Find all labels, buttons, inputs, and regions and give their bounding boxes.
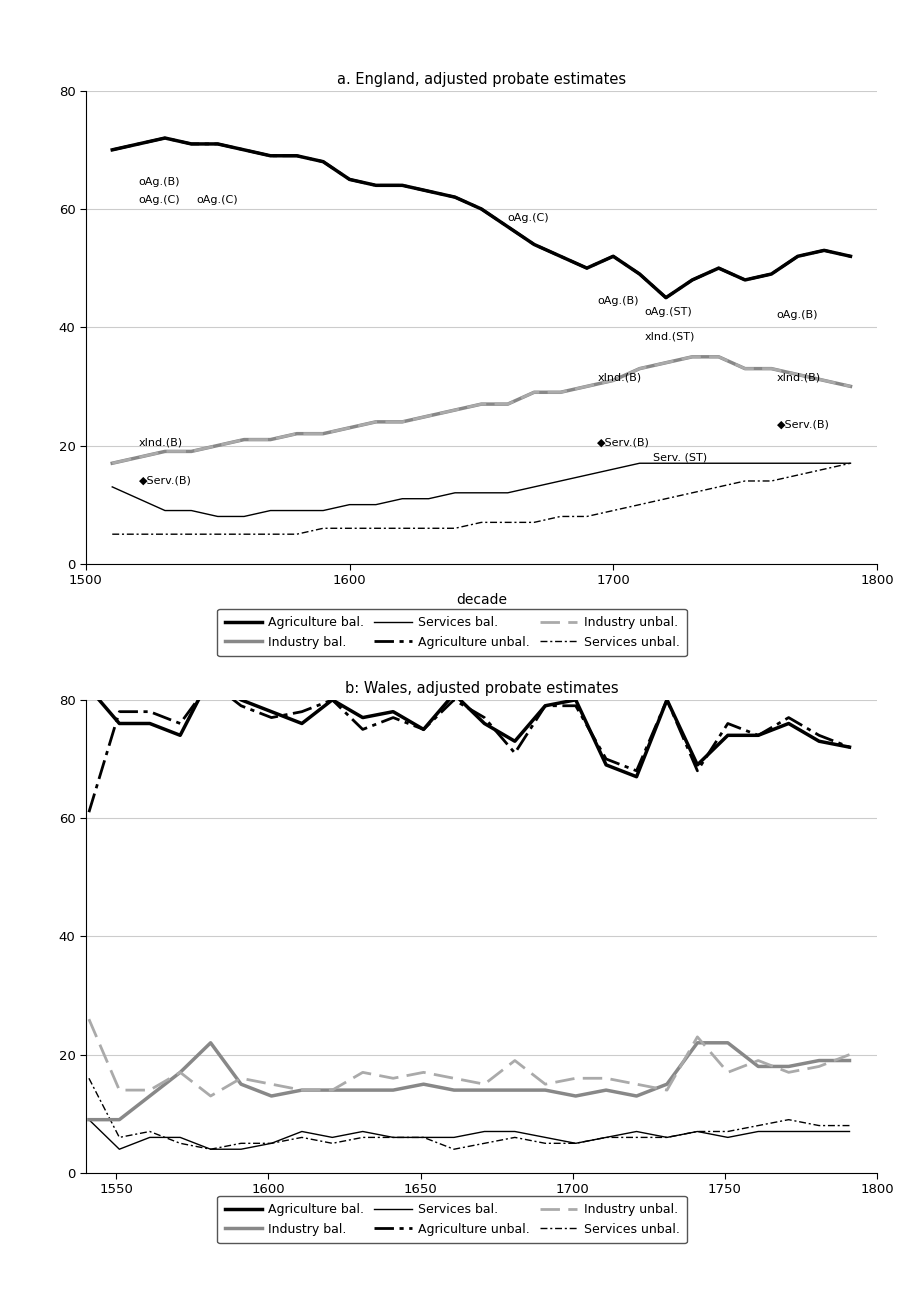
Text: ◆Serv.(B): ◆Serv.(B): [776, 420, 829, 430]
Title: a. England, adjusted probate estimates: a. England, adjusted probate estimates: [337, 71, 625, 87]
Text: oAg.(C): oAg.(C): [507, 213, 549, 223]
Text: oAg.(C): oAg.(C): [138, 196, 180, 205]
Text: xInd.(B): xInd.(B): [138, 438, 182, 447]
Legend: Agriculture bal., Industry bal., Services bal., Agriculture unbal., Industry unb: Agriculture bal., Industry bal., Service…: [217, 1196, 686, 1243]
Text: oAg.(B): oAg.(B): [776, 311, 817, 320]
Text: oAg.(B): oAg.(B): [138, 178, 180, 188]
Text: ◆Serv.(B): ◆Serv.(B): [597, 438, 649, 447]
Text: Serv. (ST): Serv. (ST): [652, 452, 706, 463]
Text: oAg.(C): oAg.(C): [196, 196, 238, 205]
Text: oAg.(ST): oAg.(ST): [644, 307, 692, 318]
Title: b: Wales, adjusted probate estimates: b: Wales, adjusted probate estimates: [344, 680, 618, 696]
X-axis label: decade: decade: [455, 1201, 507, 1216]
Text: ◆Serv.(B): ◆Serv.(B): [138, 476, 191, 486]
X-axis label: decade: decade: [455, 592, 507, 607]
Text: xInd.(ST): xInd.(ST): [644, 330, 694, 341]
Text: xInd.(B): xInd.(B): [776, 372, 820, 382]
Text: xInd.(B): xInd.(B): [597, 372, 641, 382]
Text: oAg.(B): oAg.(B): [597, 295, 638, 306]
Legend: Agriculture bal., Industry bal., Services bal., Agriculture unbal., Industry unb: Agriculture bal., Industry bal., Service…: [217, 609, 686, 656]
